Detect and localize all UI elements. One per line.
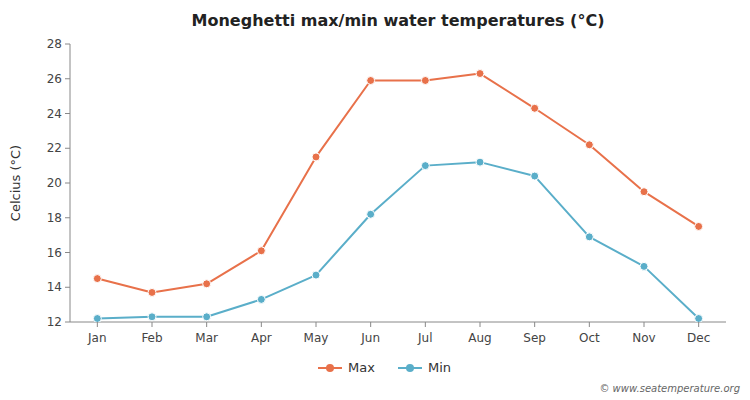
data-point bbox=[476, 70, 484, 78]
legend: Max Min bbox=[318, 360, 451, 375]
x-tick bbox=[534, 322, 535, 327]
x-tick-label: Oct bbox=[579, 331, 600, 345]
y-tick-label: 12 bbox=[47, 315, 62, 329]
x-tick bbox=[480, 322, 481, 327]
data-point bbox=[695, 315, 703, 322]
x-axis: Jan Feb Mar Apr May Jun Jul Aug Sep Oct Nov Dec bbox=[70, 322, 726, 345]
y-tick bbox=[65, 322, 70, 323]
y-tick-label: 14 bbox=[47, 280, 62, 294]
y-tick bbox=[65, 148, 70, 149]
x-tick bbox=[589, 322, 590, 327]
data-point bbox=[257, 295, 265, 303]
data-point bbox=[531, 104, 539, 112]
data-point bbox=[203, 313, 211, 321]
y-tick-label: 28 bbox=[47, 37, 62, 51]
legend-label: Max bbox=[348, 360, 375, 375]
x-tick-label: Jun bbox=[360, 331, 380, 345]
y-axis-line bbox=[70, 44, 71, 322]
x-tick-label: Apr bbox=[251, 331, 272, 345]
y-tick bbox=[65, 78, 70, 79]
y-tick-label: 26 bbox=[47, 72, 62, 86]
x-tick-label: Nov bbox=[632, 331, 655, 345]
x-tick-label: Aug bbox=[468, 331, 491, 345]
legend-marker bbox=[406, 364, 414, 372]
x-tick bbox=[370, 322, 371, 327]
x-tick bbox=[97, 322, 98, 327]
y-tick-label: 16 bbox=[47, 246, 62, 260]
y-tick-label: 22 bbox=[47, 141, 62, 155]
data-point bbox=[312, 271, 320, 279]
x-tick-label: Feb bbox=[141, 331, 162, 345]
data-point bbox=[421, 162, 429, 170]
x-tick-label: Jan bbox=[87, 331, 107, 345]
data-point bbox=[257, 247, 265, 255]
legend-marker bbox=[326, 364, 334, 372]
series-line bbox=[97, 162, 698, 318]
data-point bbox=[367, 76, 375, 84]
data-point bbox=[476, 158, 484, 166]
x-tick bbox=[644, 322, 645, 327]
watermark: © www.seatemperature.org bbox=[599, 383, 740, 394]
y-axis: 12 14 16 18 20 22 24 26 28 bbox=[47, 37, 70, 329]
chart-svg: Moneghetti max/min water temperatures (°… bbox=[0, 0, 750, 400]
x-tick-label: Mar bbox=[195, 331, 218, 345]
data-point bbox=[421, 76, 429, 84]
y-axis-label: Celcius (°C) bbox=[8, 145, 23, 221]
data-point bbox=[148, 288, 156, 296]
series-line bbox=[97, 74, 698, 293]
x-tick bbox=[152, 322, 153, 327]
y-tick-label: 24 bbox=[47, 107, 62, 121]
data-point bbox=[367, 210, 375, 218]
x-tick bbox=[206, 322, 207, 327]
y-tick bbox=[65, 287, 70, 288]
x-tick bbox=[261, 322, 262, 327]
data-point bbox=[640, 188, 648, 196]
y-tick bbox=[65, 44, 70, 45]
y-tick bbox=[65, 183, 70, 184]
x-tick bbox=[316, 322, 317, 327]
data-point bbox=[585, 141, 593, 149]
data-point bbox=[312, 153, 320, 161]
legend-label: Min bbox=[428, 360, 451, 375]
data-point bbox=[93, 315, 101, 322]
y-tick bbox=[65, 113, 70, 114]
y-tick bbox=[65, 217, 70, 218]
x-tick bbox=[425, 322, 426, 327]
x-axis-line bbox=[70, 322, 726, 323]
y-tick-label: 20 bbox=[47, 176, 62, 190]
x-tick-label: May bbox=[304, 331, 329, 345]
y-tick-label: 18 bbox=[47, 211, 62, 225]
data-point bbox=[640, 262, 648, 270]
data-point bbox=[531, 172, 539, 180]
data-point bbox=[585, 233, 593, 241]
data-point bbox=[148, 313, 156, 321]
series bbox=[93, 158, 702, 322]
x-tick-label: Sep bbox=[523, 331, 546, 345]
plot-area bbox=[93, 70, 702, 322]
data-point bbox=[203, 280, 211, 288]
chart-title: Moneghetti max/min water temperatures (°… bbox=[192, 11, 605, 30]
x-tick bbox=[698, 322, 699, 327]
x-tick-label: Jul bbox=[417, 331, 432, 345]
x-tick-label: Dec bbox=[687, 331, 710, 345]
series bbox=[93, 70, 702, 297]
data-point bbox=[93, 275, 101, 283]
data-point bbox=[695, 222, 703, 230]
y-tick bbox=[65, 252, 70, 253]
chart-container: Moneghetti max/min water temperatures (°… bbox=[0, 0, 750, 400]
